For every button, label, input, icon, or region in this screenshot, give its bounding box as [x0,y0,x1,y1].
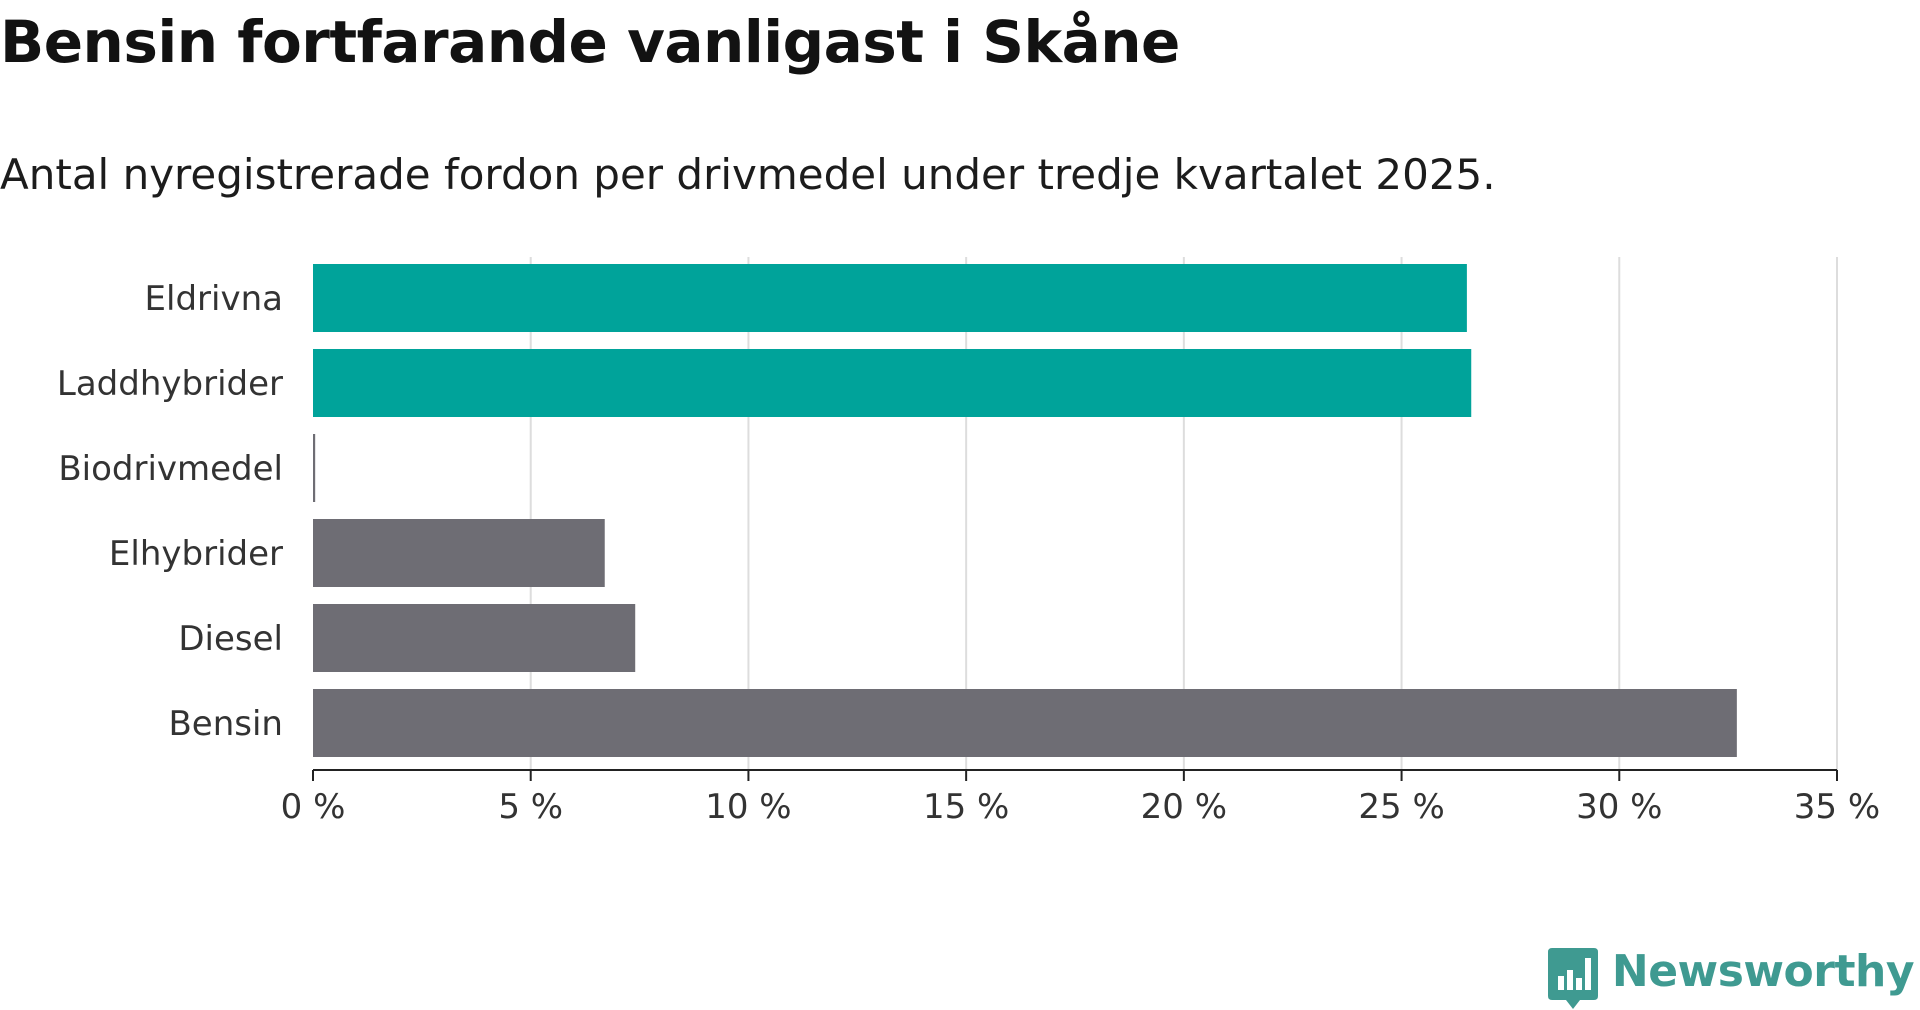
chart-title: Bensin fortfarande vanligast i Skåne [0,8,1180,76]
category-label: Bensin [168,704,283,744]
newsworthy-logo-icon [1547,948,1598,1009]
grid-lines [529,257,1838,770]
x-tick-label: 35 % [1794,787,1880,827]
bar-elhybrider [313,519,605,587]
x-tick-label: 25 % [1358,787,1444,827]
brand-name: Newsworthy [1611,946,1915,997]
brand-logo: Newsworthy [1547,946,1915,1010]
bar-eldrivna [313,264,1467,332]
category-label: Diesel [178,619,283,659]
x-tick-label: 0 % [281,787,346,827]
x-axis: 0 % 5 % 10 % 15 % 20 % 25 % 30 % 35 % [281,769,1880,827]
bar-diesel [313,604,636,672]
x-tick-label: 20 % [1141,787,1227,827]
bar-bensin [313,689,1737,757]
x-tick-label: 15 % [923,787,1009,827]
category-label: Eldrivna [145,279,283,319]
category-label: Elhybrider [109,534,283,574]
x-tick-label: 10 % [705,787,791,827]
category-label: Laddhybrider [57,364,283,404]
bar-biodrivmedel [313,434,316,502]
x-tick-label: 30 % [1576,787,1662,827]
bars [313,264,1737,757]
category-labels: Eldrivna Laddhybrider Biodrivmedel Elhybrid… [57,279,283,744]
category-label: Biodrivmedel [58,449,283,489]
x-tick-label: 5 % [498,787,563,827]
bar-laddhybrider [313,349,1472,417]
chart-subtitle: Antal nyregistrerade fordon per drivmede… [0,150,1496,199]
